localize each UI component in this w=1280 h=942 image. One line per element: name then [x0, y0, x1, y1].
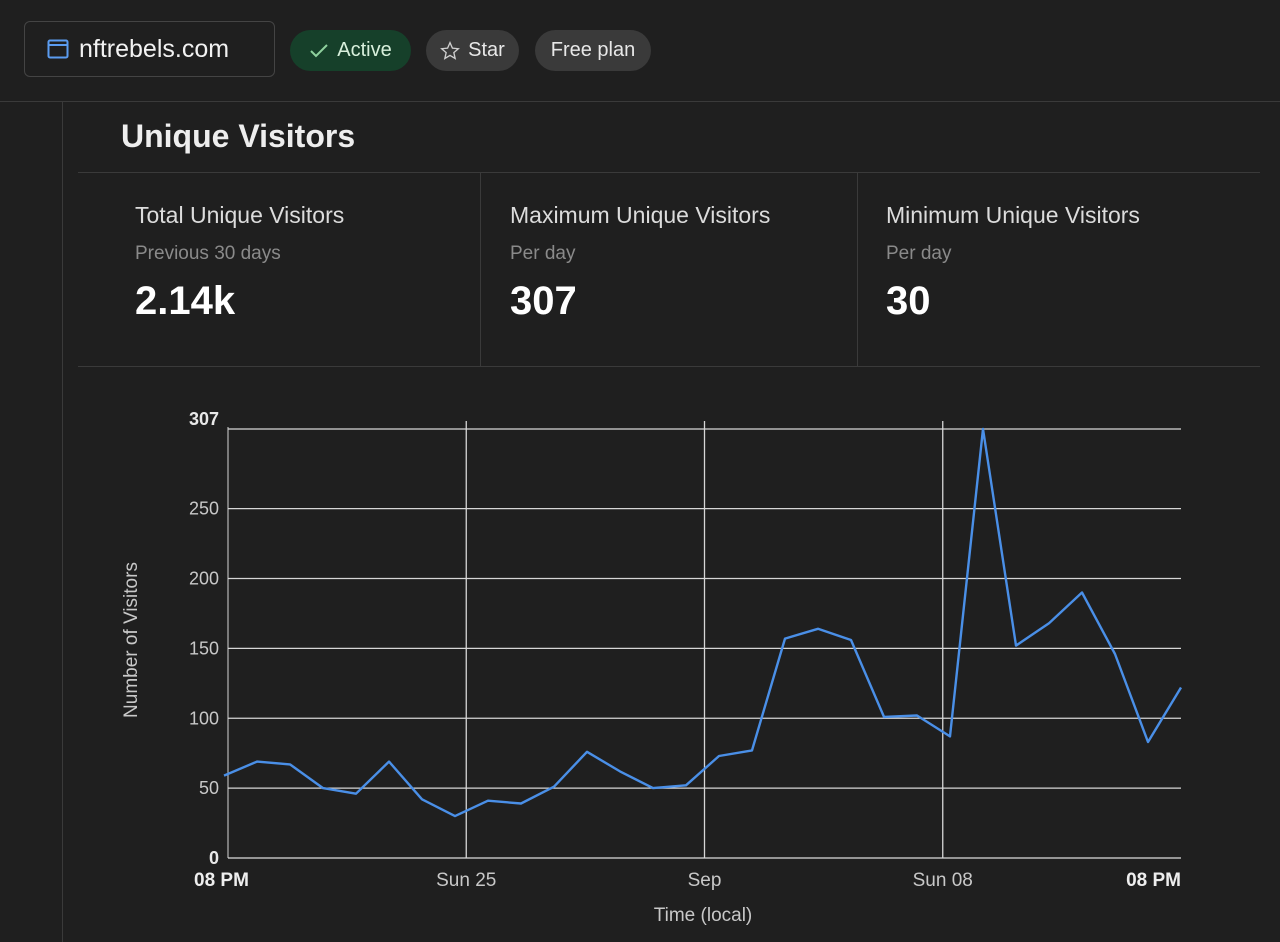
y-tick-label: 307 — [189, 409, 219, 429]
x-tick-label: Sun 08 — [913, 870, 973, 891]
stat-value: 307 — [510, 279, 577, 323]
stat-value: 2.14k — [135, 279, 236, 323]
y-tick-label: 150 — [189, 638, 219, 658]
star-outline-icon — [440, 40, 461, 60]
y-tick-label: 200 — [189, 569, 219, 589]
site-name: nftrebels.com — [79, 34, 230, 63]
status-badge[interactable]: Active — [290, 30, 411, 71]
y-axis-title: Number of Visitors — [121, 562, 142, 718]
stat-label: Total Unique Visitors — [135, 202, 345, 228]
stat-label: Minimum Unique Visitors — [886, 202, 1140, 228]
stat-sublabel: Per day — [886, 243, 952, 264]
top-bar: nftrebels.com Active Star Free plan — [0, 0, 1280, 102]
stats-divider-top — [78, 172, 1260, 173]
x-tick-label: 08 PM — [1126, 870, 1181, 891]
y-tick-label: 0 — [209, 848, 219, 868]
site-selector[interactable]: nftrebels.com — [24, 21, 275, 77]
star-button[interactable]: Star — [426, 30, 519, 71]
status-label: Active — [337, 39, 392, 61]
page-title: Unique Visitors — [121, 118, 356, 154]
plan-badge[interactable]: Free plan — [535, 30, 651, 71]
visitors-series-line — [223, 427, 1183, 818]
stats-column-divider — [857, 173, 858, 366]
x-tick-label: Sep — [688, 870, 722, 891]
x-tick-label: 08 PM — [194, 870, 249, 891]
stats-column-divider — [480, 173, 481, 366]
stat-maximum-unique-visitors: Maximum Unique Visitors Per day 307 — [510, 202, 770, 324]
stat-sublabel: Per day — [510, 243, 576, 264]
stats-divider-bottom — [78, 366, 1260, 367]
stat-label: Maximum Unique Visitors — [510, 202, 771, 228]
stat-minimum-unique-visitors: Minimum Unique Visitors Per day 30 — [886, 202, 1140, 324]
plan-label: Free plan — [550, 39, 636, 61]
stat-sublabel: Previous 30 days — [135, 243, 281, 264]
star-label: Star — [468, 39, 505, 61]
x-tick-label: Sun 25 — [436, 870, 496, 891]
left-divider — [62, 102, 63, 942]
y-tick-label: 100 — [189, 708, 219, 728]
x-axis-title: Time (local) — [654, 905, 753, 926]
y-tick-label: 250 — [189, 499, 219, 519]
visitors-line-chart: 0 50 100 150 200 250 307 08 PM Sun 25 Sep Sun 08 08… — [121, 409, 1183, 926]
stat-total-unique-visitors: Total Unique Visitors Previous 30 days 2… — [135, 202, 344, 324]
y-tick-label: 50 — [199, 778, 219, 798]
check-icon — [310, 43, 328, 57]
browser-window-icon — [47, 39, 69, 59]
stat-value: 30 — [886, 279, 931, 323]
